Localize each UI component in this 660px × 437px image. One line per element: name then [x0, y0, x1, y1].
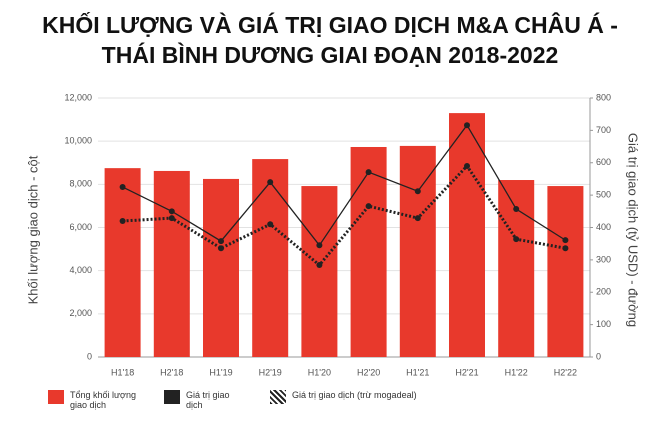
y-tick-label: 12,000: [64, 92, 92, 102]
point: [464, 122, 470, 129]
point: [316, 262, 323, 269]
point: [562, 237, 569, 244]
legend-item: Giá trị giao dịch: [164, 390, 246, 410]
legend-item: Giá trị giao dịch (trừ mogadeal): [270, 390, 432, 410]
point: [414, 188, 421, 195]
y2-tick-label: 200: [596, 287, 611, 297]
point: [119, 184, 126, 191]
x-tick-label: H2'18: [160, 367, 183, 377]
y2-tick-label: 700: [596, 125, 611, 135]
point: [267, 179, 274, 186]
y-tick-label: 0: [87, 351, 92, 361]
y-axis-label: Khối lượng giao dịch - cột: [25, 155, 40, 304]
point: [513, 236, 520, 243]
point: [218, 238, 224, 245]
legend-label: Giá trị giao dịch: [186, 390, 230, 410]
point: [267, 221, 274, 228]
x-tick-label: H2'22: [554, 367, 577, 377]
y-tick-label: 2,000: [69, 308, 92, 318]
legend: Tổng khối lượng giao dịch Giá trị giao dị…: [48, 390, 456, 410]
point: [119, 218, 126, 225]
y-tick-label: 6,000: [69, 222, 92, 232]
x-tick-label: H1'19: [209, 367, 232, 377]
chart-title: KHỐI LƯỢNG VÀ GIÁ TRỊ GIAO DỊCH M&A CHÂU…: [42, 12, 618, 68]
line: [122, 163, 566, 268]
point: [365, 203, 372, 210]
y2-tick-label: 800: [596, 92, 611, 102]
y2-tick-label: 600: [596, 157, 611, 167]
point: [316, 242, 323, 249]
point: [513, 206, 520, 213]
bar: [547, 186, 584, 357]
legend-label: Giá trị giao dịch (trừ mogadeal): [292, 390, 417, 400]
y2-axis-label: Giá trị giao dịch (tỷ USD) - đường: [626, 133, 641, 327]
bar: [104, 168, 141, 357]
bar: [301, 186, 338, 357]
y-tick-label: 10,000: [64, 136, 92, 146]
chart: Khối lượng giao dịch - cột Giá trị giao …: [25, 92, 641, 377]
y2-tick-label: 500: [596, 190, 611, 200]
bar: [203, 178, 239, 357]
bar: [449, 113, 485, 357]
x-tick-label: H2'21: [455, 367, 478, 377]
bar: [350, 146, 387, 357]
point: [218, 245, 224, 252]
x-tick-label: H2'20: [357, 367, 380, 377]
point: [414, 215, 421, 222]
point: [168, 208, 175, 215]
point: [365, 169, 372, 176]
y2-tick-label: 100: [596, 319, 611, 329]
x-tick-label: H1'21: [406, 367, 429, 377]
x-tick-label: H1'22: [505, 367, 528, 377]
y2-tick-label: 300: [596, 254, 611, 264]
legend-swatch: [164, 390, 180, 404]
x-tick-label: H1'20: [308, 367, 331, 377]
legend-item: Tổng khối lượng giao dịch: [48, 390, 140, 410]
y-tick-label: 4,000: [69, 265, 92, 275]
line: [122, 124, 566, 247]
y-tick-label: 8,000: [69, 179, 92, 189]
point: [168, 215, 175, 222]
bar: [399, 145, 436, 357]
y2-tick-label: 0: [596, 351, 601, 361]
x-tick-label: H1'18: [111, 367, 134, 377]
y2-tick-label: 400: [596, 222, 611, 232]
legend-swatch: [48, 390, 64, 404]
legend-label: Tổng khối lượng giao dịch: [70, 390, 136, 410]
point: [464, 162, 470, 169]
point: [562, 245, 569, 252]
bar: [153, 170, 190, 357]
x-tick-label: H2'19: [259, 367, 282, 377]
bar: [252, 159, 289, 357]
legend-swatch: [270, 390, 286, 404]
